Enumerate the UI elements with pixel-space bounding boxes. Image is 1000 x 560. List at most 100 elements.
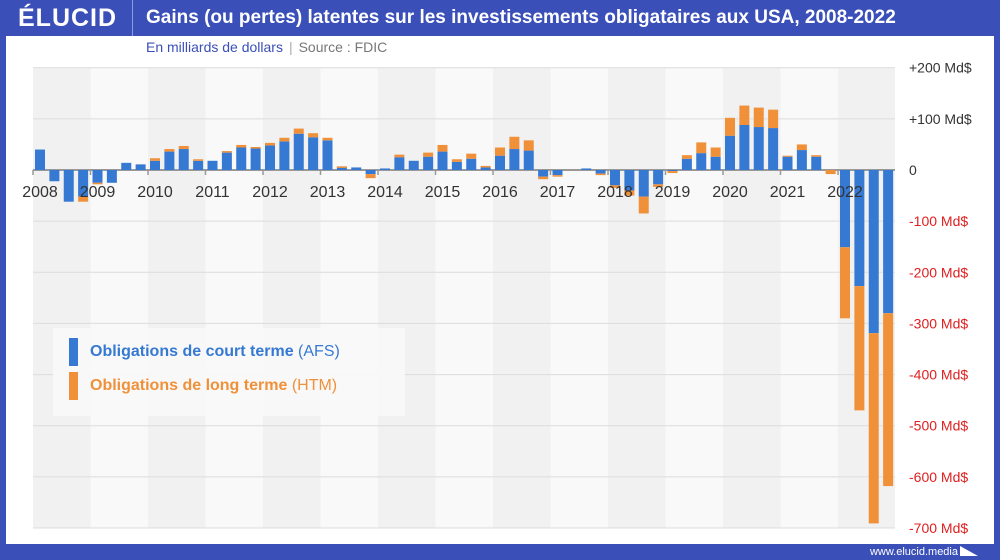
bar-htm <box>437 144 448 152</box>
bar-htm <box>523 140 534 151</box>
bar-afs <box>207 160 218 170</box>
x-tick-label: 2014 <box>367 184 403 201</box>
bar-htm <box>653 184 664 187</box>
bar-htm <box>710 147 721 157</box>
legend-label-htm: Obligations de long terme <box>90 377 288 394</box>
bar-afs <box>308 137 319 170</box>
bar-htm <box>308 133 319 138</box>
elucid-flag-icon <box>960 546 978 556</box>
bar-afs <box>854 170 865 287</box>
footer-url[interactable]: www.elucid.media <box>869 546 958 558</box>
bar-htm <box>610 185 620 188</box>
bar-htm <box>265 142 275 146</box>
year-band <box>608 68 666 528</box>
bar-afs <box>753 127 764 170</box>
year-band <box>90 68 148 528</box>
bar-afs <box>480 167 491 170</box>
bar-afs <box>768 128 779 170</box>
bar-htm <box>322 137 333 141</box>
bar-afs <box>121 162 132 170</box>
y-tick-label: -100 Md$ <box>909 213 968 229</box>
legend-tag-htm: (HTM) <box>291 377 338 394</box>
bar-afs <box>696 153 707 170</box>
year-band <box>148 68 206 528</box>
bar-afs <box>868 170 879 334</box>
bar-htm <box>538 176 549 180</box>
bar-afs <box>538 170 549 177</box>
bar-afs <box>581 168 592 170</box>
bar-afs <box>92 170 103 183</box>
bar-afs <box>78 170 89 197</box>
bar-htm <box>164 149 175 152</box>
bar-htm <box>552 175 563 177</box>
x-tick-label: 2019 <box>655 184 691 201</box>
bar-afs <box>523 150 534 170</box>
x-tick-label: 2012 <box>252 184 288 201</box>
elucid-logo: ÉLUCID <box>18 4 118 32</box>
bar-afs <box>49 170 60 182</box>
bar-htm <box>451 159 462 162</box>
x-tick-label: 2022 <box>827 184 863 201</box>
bar-afs <box>63 170 74 202</box>
year-band <box>378 68 436 528</box>
bar-afs <box>35 149 45 170</box>
x-tick-label: 2011 <box>195 184 230 201</box>
bar-htm <box>293 128 304 134</box>
x-tick-label: 2020 <box>712 184 748 201</box>
bar-afs <box>106 170 117 183</box>
bar-afs <box>394 157 405 170</box>
bar-htm <box>78 196 89 202</box>
bar-afs <box>796 150 807 170</box>
y-tick-label: +100 Md$ <box>909 111 972 127</box>
x-tick-label: 2018 <box>597 184 633 201</box>
bar-afs <box>236 147 247 170</box>
bar-htm <box>336 166 347 168</box>
bar-htm <box>811 155 822 157</box>
bar-htm <box>394 154 405 158</box>
bar-afs <box>250 148 261 170</box>
bar-afs <box>365 170 376 175</box>
x-tick-label: 2013 <box>310 184 346 201</box>
x-tick-label: 2021 <box>770 184 806 201</box>
bar-htm <box>825 170 836 175</box>
bar-afs <box>221 152 232 170</box>
bar-afs <box>509 149 520 170</box>
legend-swatch-htm <box>69 372 78 400</box>
y-tick-label: -500 Md$ <box>909 418 968 434</box>
y-tick-label: -600 Md$ <box>909 469 968 485</box>
source-label: Source : FDIC <box>298 39 388 55</box>
bar-htm <box>739 105 750 125</box>
x-tick-label: 2015 <box>425 184 461 201</box>
bar-afs <box>495 155 505 170</box>
bar-htm <box>221 151 232 153</box>
bar-htm <box>193 159 204 161</box>
bar-htm <box>236 144 247 148</box>
bar-afs <box>336 166 347 170</box>
bar-afs <box>408 160 419 170</box>
unit-label: En milliards de dollars <box>146 39 283 55</box>
header-bar: ÉLUCID Gains (ou pertes) latentes sur le… <box>0 0 1000 36</box>
bar-htm <box>796 144 807 151</box>
bar-htm <box>509 136 520 150</box>
x-tick-label: 2016 <box>482 184 518 201</box>
legend-item-afs: Obligations de court terme (AFS) <box>69 338 340 366</box>
x-tick-label: 2010 <box>137 184 173 201</box>
bar-htm <box>782 155 793 157</box>
bar-afs <box>150 160 160 170</box>
bar-htm <box>768 109 779 129</box>
bar-afs <box>667 170 678 172</box>
bar-afs <box>782 156 793 170</box>
y-tick-label: 0 <box>909 162 917 178</box>
bar-htm <box>753 107 764 128</box>
bar-afs <box>610 170 620 186</box>
bar-afs <box>380 168 390 170</box>
bar-htm <box>667 171 678 174</box>
x-tick-label: 2017 <box>540 184 576 201</box>
bar-htm <box>840 247 850 319</box>
bar-htm <box>725 117 735 136</box>
bar-htm <box>150 158 160 161</box>
bar-htm <box>883 313 894 487</box>
bar-htm <box>466 153 477 159</box>
year-band <box>320 68 378 528</box>
